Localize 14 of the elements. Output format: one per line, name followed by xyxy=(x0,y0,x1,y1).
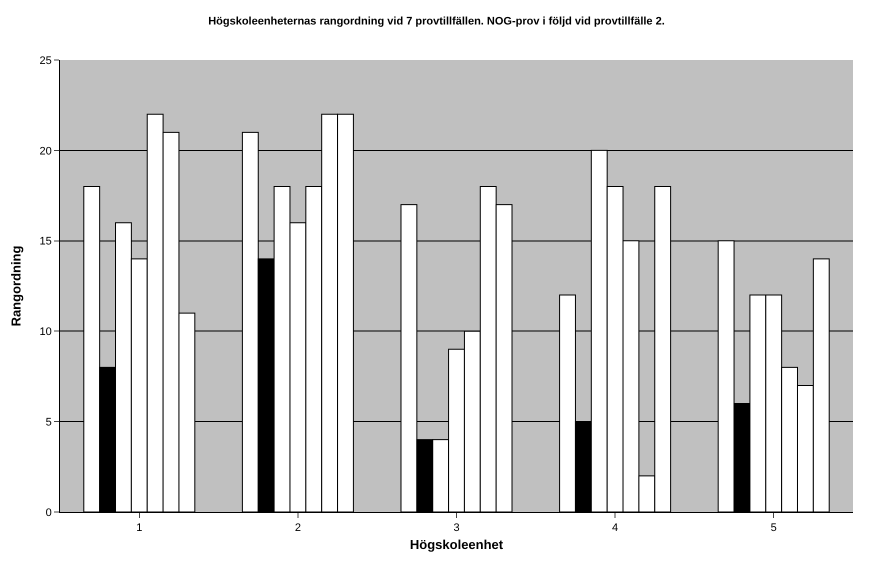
y-tick-label: 10 xyxy=(40,326,52,338)
y-tick-label: 20 xyxy=(40,145,52,158)
x-axis-title: Högskoleenhet xyxy=(410,536,504,552)
y-tick-label: 25 xyxy=(40,54,52,67)
y-tick-label: 0 xyxy=(46,506,52,519)
x-tick-label: 5 xyxy=(770,522,777,534)
x-tick-label: 4 xyxy=(612,522,618,534)
y-tick-label: 15 xyxy=(40,236,52,248)
y-axis-title: Rangordning xyxy=(8,246,24,326)
chart-title: Högskoleenheternas rangordning vid 7 provtillfällen. NOG-prov i följd vid provtillfälle 2. xyxy=(208,16,665,28)
x-tick-label: 1 xyxy=(136,522,142,534)
y-tick-label: 5 xyxy=(46,416,52,428)
x-tick-label: 3 xyxy=(453,522,460,534)
x-tick-label: 2 xyxy=(294,522,301,534)
